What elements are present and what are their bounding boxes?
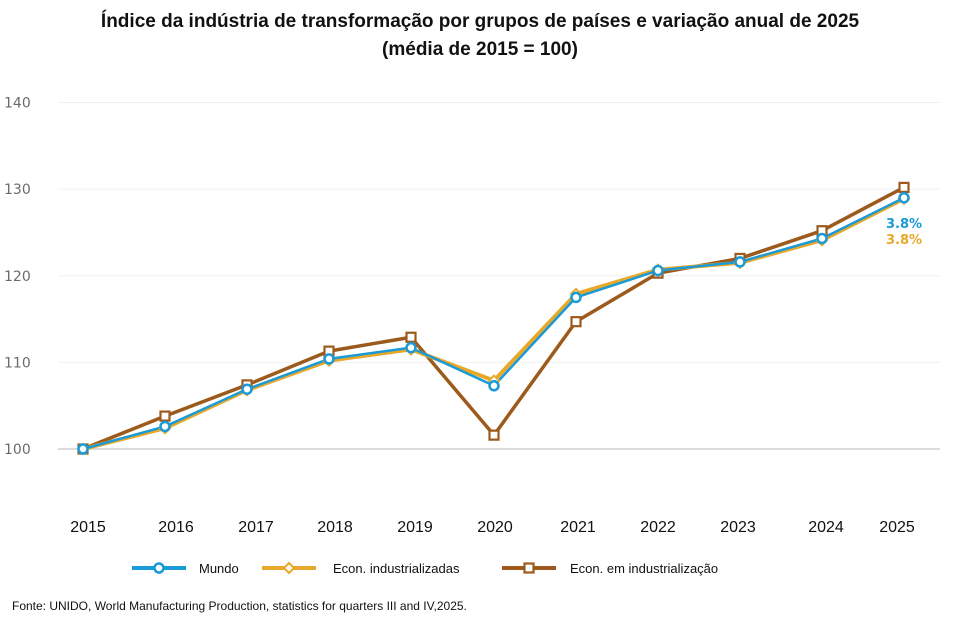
- x-tick-label: 2023: [720, 519, 756, 536]
- data-point: [570, 291, 582, 304]
- y-tick-label: 140: [4, 96, 31, 112]
- x-tick-label: 2017: [238, 519, 274, 536]
- x-tick-label: 2019: [397, 519, 433, 536]
- data-point: [734, 256, 746, 268]
- chart-subtitle: (média de 2015 = 100): [382, 39, 578, 60]
- x-tick-label: 2022: [640, 519, 676, 536]
- data-point: [898, 181, 910, 193]
- data-point: [159, 420, 171, 433]
- data-point: [652, 264, 664, 277]
- chart-title-line1: Índice da indústria de transformação por…: [100, 11, 860, 32]
- data-point: [488, 380, 500, 392]
- y-tick-label: 100: [4, 442, 31, 458]
- x-tick-label: 2020: [477, 519, 513, 536]
- data-point: [570, 316, 582, 328]
- legend-label: Econ. industrializadas: [333, 561, 460, 576]
- gridlines: [58, 102, 940, 450]
- chart-title: Índice da indústria de transformação por…: [0, 8, 960, 64]
- legend-label: Econ. em industrialização: [570, 561, 718, 576]
- legend-marker: [282, 561, 296, 575]
- y-axis-ticks: 100 110 120 130 140: [4, 96, 31, 459]
- series-line-0: [82, 196, 905, 451]
- annotation-label: 3.8%: [886, 233, 922, 248]
- x-tick-label: 2024: [808, 519, 844, 536]
- series-line-1: [82, 196, 905, 451]
- annotations: 3.8%3.8%: [886, 217, 922, 248]
- data-point: [816, 232, 828, 245]
- series-lines: [82, 185, 905, 451]
- data-point: [488, 429, 500, 441]
- x-tick-label: 2021: [560, 519, 596, 536]
- y-tick-label: 110: [4, 355, 31, 371]
- legend-item: Econ. em industrialização: [502, 561, 718, 576]
- y-tick-label: 120: [4, 269, 31, 285]
- y-tick-label: 130: [4, 182, 31, 198]
- data-point: [323, 353, 335, 365]
- annotation-label: 3.8%: [886, 217, 922, 232]
- x-tick-label: 2015: [70, 519, 106, 536]
- data-point: [405, 341, 417, 354]
- x-tick-label: 2018: [317, 519, 353, 536]
- x-tick-label: 2025: [879, 519, 915, 536]
- x-tick-label: 2016: [158, 519, 194, 536]
- legend: Mundo Econ. industrializadas Econ. em indu…: [132, 561, 718, 576]
- data-point: [405, 331, 417, 343]
- legend-item: Mundo: [132, 561, 239, 576]
- source-note: Fonte: UNIDO, World Manufacturing Produc…: [12, 599, 467, 613]
- series-markers: [76, 181, 911, 456]
- x-axis-ticks: 2015 2016 2017 2018 2019 2020 2021 2022 2023 2024…: [70, 519, 915, 536]
- line-chart: 100 110 120 130 140 2015 2016 2017 2018 2019 2020…: [4, 96, 940, 576]
- data-point: [77, 443, 89, 455]
- legend-marker: [523, 562, 535, 574]
- legend-label: Mundo: [199, 561, 239, 576]
- data-point: [241, 383, 253, 395]
- legend-item: Econ. industrializadas: [262, 561, 460, 576]
- data-point: [159, 410, 171, 422]
- legend-marker: [153, 562, 165, 574]
- data-point: [898, 192, 910, 204]
